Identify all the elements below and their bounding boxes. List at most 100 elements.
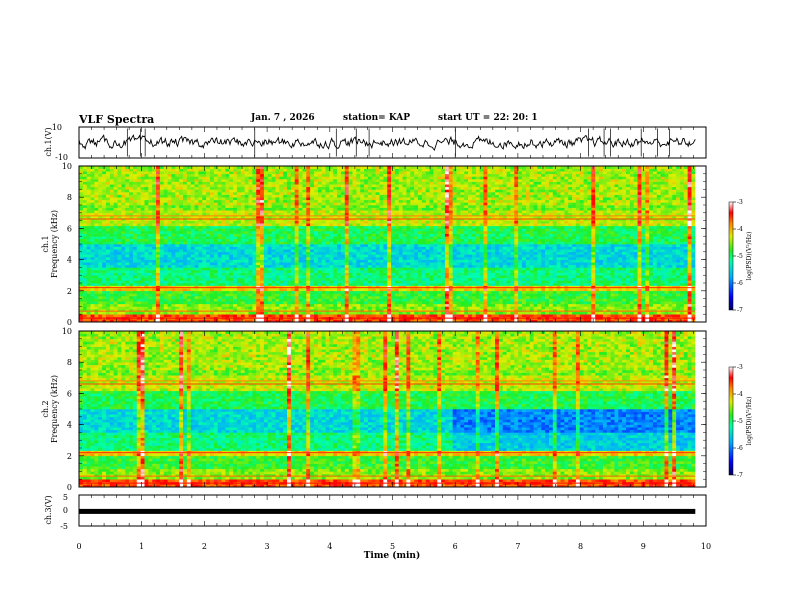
spectrogram-cell	[256, 314, 265, 318]
spectrogram-cell	[364, 309, 369, 312]
spectrogram-cell	[90, 267, 95, 271]
spectrogram-cell	[660, 270, 669, 273]
spectrogram-cell	[132, 285, 138, 289]
spectrogram-cell	[82, 319, 87, 323]
spectrogram-cell	[587, 257, 592, 260]
spectrogram-cell	[79, 267, 84, 271]
spectrogram-cell	[186, 303, 192, 307]
spectrogram-cell	[649, 283, 654, 286]
spectrogram-cell	[398, 244, 403, 247]
spectrogram-cell	[98, 306, 103, 310]
spectrogram-cell	[379, 288, 384, 292]
spectrogram-cell	[606, 306, 611, 310]
spectrogram-cell	[298, 283, 303, 286]
spectrogram-cell	[626, 319, 631, 323]
spectrogram-cell	[483, 319, 488, 323]
spectrogram-cell	[433, 285, 438, 289]
spectrogram-cell	[313, 244, 319, 247]
spectrogram-cell	[541, 246, 546, 250]
spectrogram-cell	[564, 306, 569, 310]
spectrogram-cell	[514, 306, 519, 310]
spectrogram-cell	[475, 264, 480, 268]
spectrogram-cell	[125, 306, 130, 310]
spectrogram-cell	[82, 314, 87, 318]
spectrogram-cell	[209, 280, 215, 284]
spectrogram-cell	[233, 275, 238, 279]
spectrogram-cell	[560, 309, 565, 312]
spectrogram-cell	[510, 275, 515, 279]
spectrogram-cell	[460, 301, 465, 305]
spectrogram-cell	[514, 277, 519, 281]
spectrogram-cell	[579, 309, 584, 312]
spectrogram-cell	[190, 275, 195, 279]
spectrogram-cell	[156, 254, 161, 258]
spectrogram-cell	[225, 301, 230, 305]
spectrogram-cell	[352, 267, 357, 271]
spectrogram-cell	[233, 301, 238, 305]
spectrogram-cell	[206, 309, 211, 312]
spectrogram-cell	[344, 283, 349, 286]
spectrogram-cell	[344, 257, 349, 260]
spectrogram-cell	[344, 262, 349, 266]
spectrogram-cell	[364, 319, 369, 323]
spectrogram-cell	[487, 249, 492, 253]
spectrogram-cell	[325, 311, 330, 315]
spectrogram-cell	[602, 303, 608, 307]
spectrogram-cell	[506, 246, 511, 250]
spectrogram-cell	[190, 254, 195, 258]
spectrogram-cell	[533, 290, 538, 294]
spectrogram-cell	[668, 283, 673, 286]
spectrogram-cell	[375, 280, 380, 284]
spectrogram-cell	[514, 254, 519, 258]
spectrogram-cell	[614, 251, 619, 255]
spectrogram-cell	[421, 285, 426, 289]
spectrogram-cell	[645, 280, 650, 284]
spectrogram-cell	[371, 272, 376, 276]
spectrogram-cell	[313, 314, 319, 318]
spectrogram-cell	[236, 272, 242, 276]
spectrogram-cell	[229, 311, 234, 315]
spectrogram-cell	[190, 249, 195, 253]
spectrogram-cell	[537, 280, 542, 284]
spectrogram-cell	[129, 296, 134, 299]
spectrogram-cell	[263, 296, 269, 299]
spectrogram-cell	[117, 319, 122, 323]
spectrogram-cell	[652, 306, 658, 310]
spectrogram-cell	[352, 293, 357, 297]
spectrogram-cell	[664, 296, 669, 299]
spectrogram-cell	[310, 285, 315, 289]
spectrogram-cell	[552, 246, 557, 250]
spectrogram-cell	[148, 267, 153, 271]
spectrogram-cell	[198, 267, 203, 271]
spectrogram-cell	[564, 257, 569, 260]
spectrogram-cell	[229, 319, 234, 323]
spectrogram-cell	[290, 270, 296, 273]
spectrogram-cell	[252, 241, 257, 245]
spectrogram-cell	[614, 241, 619, 245]
spectrogram-cell	[502, 270, 507, 273]
spectrogram-cell	[548, 314, 554, 318]
spectrogram-cell	[483, 259, 488, 263]
spectrogram-cell	[167, 249, 172, 253]
spectrogram-cell	[495, 257, 500, 260]
spectrogram-cell	[129, 251, 134, 255]
spectrogram-cell	[626, 246, 631, 250]
spectrogram-cell	[329, 267, 334, 271]
spectrogram-cell	[233, 283, 238, 286]
spectrogram-cell	[79, 314, 84, 318]
spectrogram-cell	[541, 285, 546, 289]
spectrogram-cell	[495, 272, 500, 276]
spectrogram-cell	[664, 319, 669, 323]
spectrogram-cell	[86, 293, 91, 297]
spectrogram-cell	[260, 298, 265, 302]
spectrogram-cell	[283, 246, 288, 250]
spectrogram-cell	[687, 319, 692, 323]
spectrogram-cell	[464, 275, 469, 279]
spectrogram-cell	[652, 257, 658, 260]
spectrogram-cell	[444, 314, 453, 318]
spectrogram-cell	[190, 267, 195, 271]
spectrogram-cell	[225, 246, 230, 250]
spectrogram-cell	[360, 275, 365, 279]
spectrogram-cell	[560, 246, 565, 250]
spectrogram-cell	[676, 254, 681, 258]
